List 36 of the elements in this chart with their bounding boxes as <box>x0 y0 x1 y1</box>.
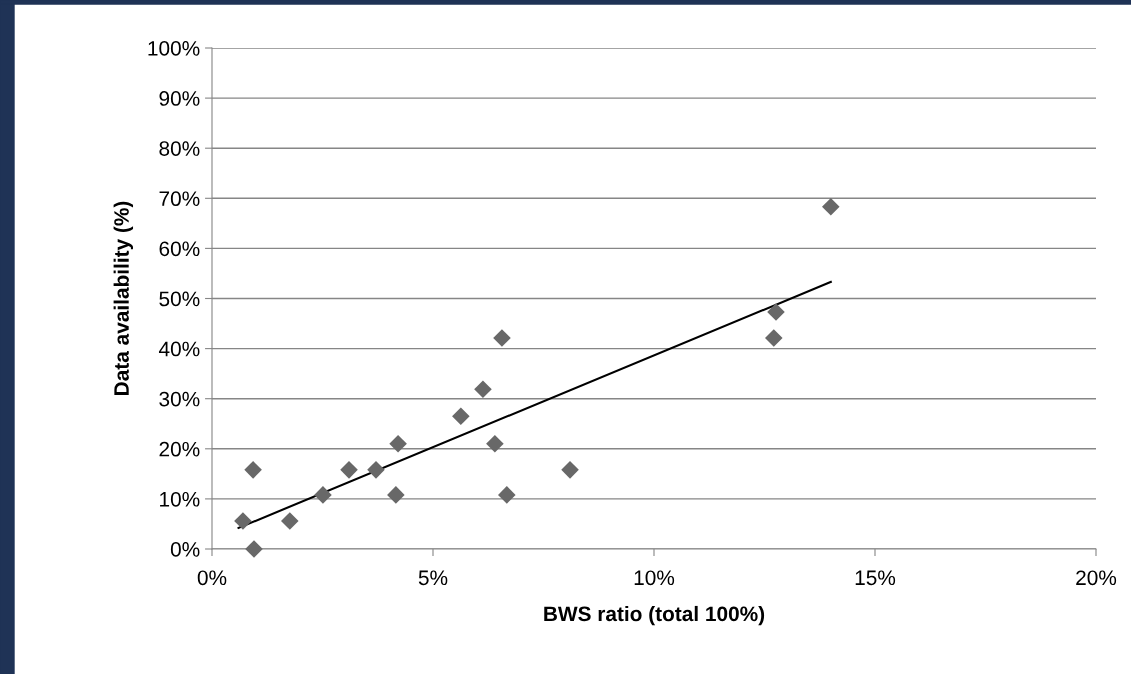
point <box>486 435 504 453</box>
x-tick-label: 15% <box>855 570 896 586</box>
point <box>822 198 840 216</box>
y-tick-label: 50% <box>159 291 200 307</box>
point <box>765 329 783 347</box>
x-tick-label: 20% <box>1076 570 1117 586</box>
y-tick-label: 100% <box>148 41 200 56</box>
point <box>367 461 385 479</box>
y-tick-label: 20% <box>159 441 200 457</box>
point <box>340 461 358 479</box>
point <box>281 512 299 530</box>
point <box>493 329 511 347</box>
point <box>498 486 516 504</box>
y-tick-label: 70% <box>159 191 200 207</box>
y-tick-label: 30% <box>159 391 200 407</box>
y-tick-label: 60% <box>159 241 200 257</box>
y-tick-label: 90% <box>159 91 200 106</box>
point <box>234 512 252 530</box>
x-tick-label: 0% <box>197 570 227 586</box>
x-tick-label: 5% <box>418 570 448 586</box>
y-axis-title: Data availability (%) <box>113 201 134 395</box>
point <box>452 407 470 426</box>
point <box>389 435 407 453</box>
point <box>245 540 263 558</box>
point <box>474 380 492 398</box>
point <box>314 486 332 504</box>
point <box>387 486 405 504</box>
y-tick-label: 80% <box>159 141 200 156</box>
point <box>244 461 262 479</box>
y-tick-label: 40% <box>158 341 200 357</box>
point <box>561 461 579 479</box>
y-tick-label: 10% <box>160 491 200 507</box>
x-axis-title: BWS ratio (total 100%) <box>544 605 765 626</box>
point <box>767 303 785 321</box>
x-tick-label: 10% <box>634 570 675 586</box>
y-tick-label: 0% <box>170 542 200 557</box>
